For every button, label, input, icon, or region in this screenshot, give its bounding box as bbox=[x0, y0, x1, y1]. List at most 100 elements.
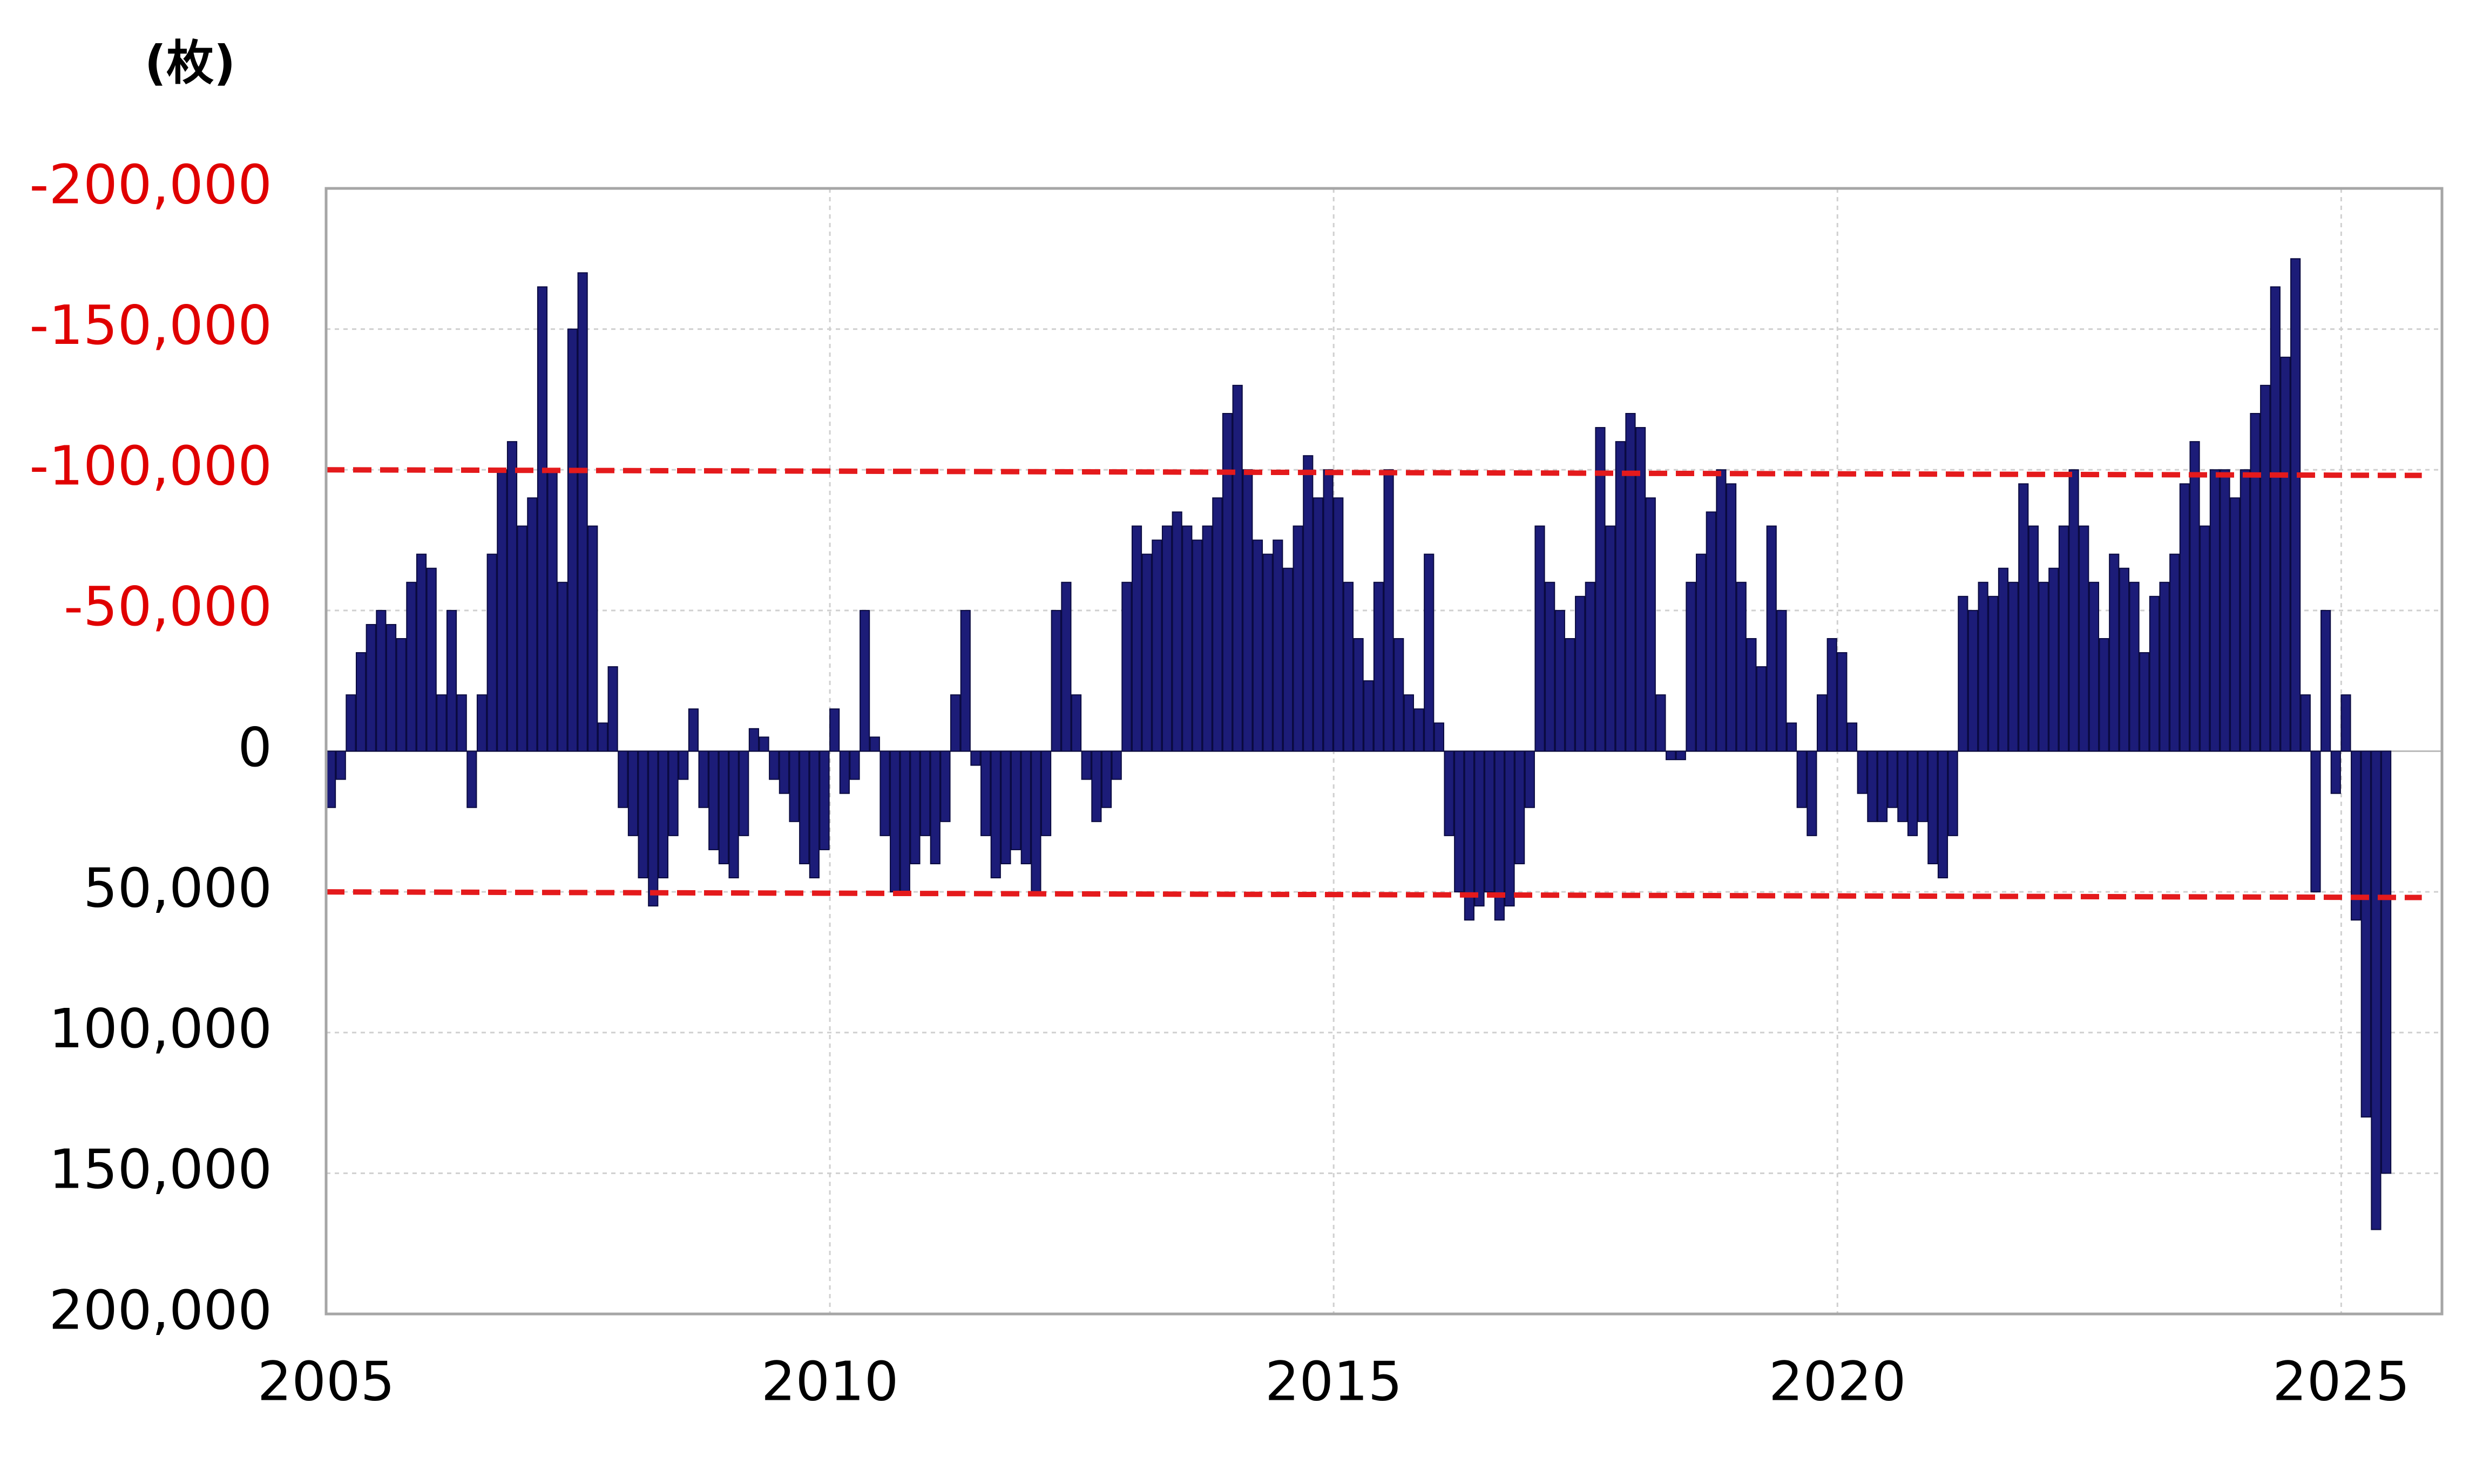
y-tick-label: 0 bbox=[238, 716, 272, 779]
bar bbox=[769, 750, 780, 780]
bar bbox=[1172, 511, 1182, 752]
bar bbox=[980, 750, 991, 836]
bar bbox=[547, 469, 558, 752]
bar bbox=[1373, 581, 1384, 752]
bar bbox=[1947, 750, 1958, 836]
bar bbox=[1242, 469, 1253, 752]
bar bbox=[1967, 609, 1979, 752]
y-tick-label: -150,000 bbox=[29, 294, 272, 357]
bar bbox=[1988, 595, 1999, 752]
bar bbox=[376, 609, 387, 752]
bar bbox=[426, 567, 437, 752]
x-tick-label: 2025 bbox=[2272, 1350, 2410, 1413]
bar bbox=[1343, 581, 1354, 752]
bar bbox=[1766, 525, 1777, 752]
y-tick-label: -200,000 bbox=[29, 153, 272, 216]
bar bbox=[2028, 525, 2039, 752]
bar bbox=[587, 525, 598, 752]
bar bbox=[506, 441, 518, 752]
bar bbox=[1686, 581, 1696, 752]
bar bbox=[1252, 539, 1263, 752]
bar bbox=[355, 652, 367, 752]
bar bbox=[1645, 497, 1656, 752]
bar bbox=[1232, 384, 1243, 752]
y-tick-label: 50,000 bbox=[83, 856, 272, 919]
bar bbox=[1887, 750, 1898, 808]
bar bbox=[597, 722, 608, 752]
bar bbox=[648, 750, 659, 907]
bar bbox=[1846, 722, 1858, 752]
bar bbox=[1877, 750, 1888, 822]
bar bbox=[1464, 750, 1474, 921]
bar bbox=[2330, 750, 2341, 794]
bar bbox=[1152, 539, 1162, 752]
bar bbox=[1826, 638, 1837, 752]
bar bbox=[1182, 525, 1193, 752]
bar bbox=[1816, 694, 1828, 752]
bar bbox=[1756, 666, 1767, 752]
bar bbox=[1161, 525, 1173, 752]
bar bbox=[2230, 497, 2241, 752]
bar bbox=[1857, 750, 1868, 794]
bar bbox=[618, 750, 628, 808]
bar bbox=[1937, 750, 1948, 879]
bar bbox=[1595, 427, 1606, 752]
bar bbox=[2038, 581, 2049, 752]
bar bbox=[497, 469, 508, 752]
bar bbox=[2360, 750, 2371, 1118]
plot-border bbox=[324, 187, 2444, 1316]
y-axis-label: (枚) bbox=[145, 35, 235, 91]
y-tick-label: -50,000 bbox=[64, 575, 272, 638]
bar bbox=[577, 272, 588, 752]
bar bbox=[2008, 581, 2019, 752]
bar bbox=[517, 525, 527, 752]
bar bbox=[1666, 750, 1676, 761]
bar bbox=[1706, 511, 1716, 752]
bar bbox=[1383, 469, 1394, 752]
bar bbox=[527, 497, 538, 752]
bar bbox=[326, 750, 336, 808]
bar bbox=[1998, 567, 2009, 752]
bar bbox=[829, 708, 840, 752]
bar bbox=[1897, 750, 1908, 822]
bar bbox=[537, 286, 548, 752]
x-tick-label: 2010 bbox=[761, 1350, 899, 1413]
bar bbox=[728, 750, 739, 879]
bar bbox=[2280, 356, 2291, 752]
bar bbox=[748, 728, 759, 752]
bar bbox=[607, 666, 618, 752]
bar bbox=[899, 750, 910, 893]
bar bbox=[1837, 652, 1848, 752]
bar bbox=[2371, 750, 2381, 1230]
bar bbox=[2139, 652, 2150, 752]
bar bbox=[2340, 694, 2351, 752]
bar bbox=[446, 609, 457, 752]
bar bbox=[2260, 384, 2271, 752]
bar bbox=[1212, 497, 1223, 752]
bar bbox=[688, 708, 699, 752]
bar bbox=[1071, 694, 1082, 752]
bar bbox=[396, 638, 407, 752]
bar bbox=[2189, 441, 2200, 752]
bar bbox=[1131, 525, 1142, 752]
bar bbox=[1907, 750, 1918, 836]
bar bbox=[1333, 497, 1344, 752]
bar bbox=[1655, 694, 1666, 752]
bar bbox=[1736, 581, 1747, 752]
bar bbox=[2200, 525, 2210, 752]
bar bbox=[869, 736, 880, 752]
bar bbox=[1726, 483, 1737, 752]
bar bbox=[698, 750, 709, 808]
bar bbox=[2310, 750, 2321, 893]
bar bbox=[1273, 539, 1283, 752]
bar bbox=[789, 750, 800, 822]
bar bbox=[879, 750, 890, 836]
bar bbox=[1635, 427, 1646, 752]
bar bbox=[2169, 553, 2180, 752]
bar bbox=[2250, 413, 2261, 752]
bar bbox=[1192, 539, 1203, 752]
bar bbox=[2240, 469, 2250, 752]
bar bbox=[970, 750, 981, 766]
bar bbox=[2179, 483, 2190, 752]
bar bbox=[1786, 722, 1797, 752]
